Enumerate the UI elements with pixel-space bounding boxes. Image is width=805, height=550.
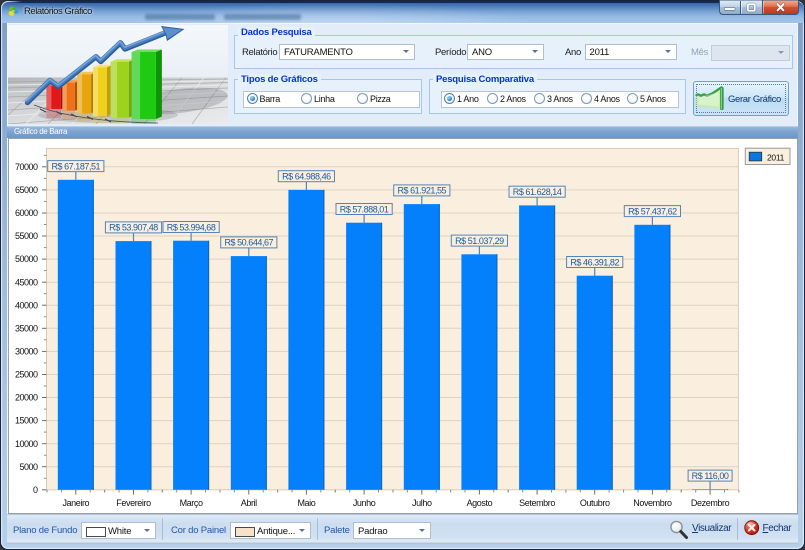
svg-text:0: 0 — [33, 485, 38, 495]
svg-text:Junho: Junho — [353, 498, 376, 508]
svg-text:30000: 30000 — [15, 347, 38, 357]
svg-text:R$ 51.037,29: R$ 51.037,29 — [455, 236, 504, 246]
svg-text:10000: 10000 — [15, 439, 38, 449]
svg-text:60000: 60000 — [15, 208, 38, 218]
svg-text:R$ 57.888,01: R$ 57.888,01 — [340, 204, 389, 214]
svg-text:Fevereiro: Fevereiro — [116, 498, 151, 508]
svg-text:Novembro: Novembro — [633, 498, 672, 508]
svg-text:50000: 50000 — [15, 254, 38, 264]
svg-text:R$ 61.628,14: R$ 61.628,14 — [513, 187, 562, 197]
svg-text:55000: 55000 — [15, 231, 38, 241]
svg-text:R$ 116,00: R$ 116,00 — [692, 471, 729, 481]
svg-text:35000: 35000 — [15, 323, 38, 333]
svg-text:R$ 64.988,46: R$ 64.988,46 — [282, 172, 331, 182]
svg-text:5000: 5000 — [19, 462, 38, 472]
svg-text:25000: 25000 — [15, 370, 38, 380]
svg-text:Agosto: Agosto — [467, 498, 493, 508]
svg-text:Outubro: Outubro — [580, 498, 610, 508]
svg-text:Julho: Julho — [412, 498, 432, 508]
svg-text:Janeiro: Janeiro — [62, 498, 89, 508]
svg-text:Abril: Abril — [241, 498, 257, 508]
svg-text:Maio: Maio — [297, 498, 315, 508]
svg-text:R$ 50.644,67: R$ 50.644,67 — [224, 238, 273, 248]
svg-text:15000: 15000 — [15, 416, 38, 426]
svg-text:20000: 20000 — [15, 393, 38, 403]
svg-text:Setembro: Setembro — [519, 498, 555, 508]
svg-text:R$ 61.921,55: R$ 61.921,55 — [397, 186, 446, 196]
svg-text:Março: Março — [180, 498, 203, 508]
svg-text:R$ 67.187,51: R$ 67.187,51 — [51, 161, 100, 171]
svg-text:Dezembro: Dezembro — [691, 498, 730, 508]
svg-text:65000: 65000 — [15, 185, 38, 195]
svg-text:45000: 45000 — [15, 277, 38, 287]
svg-text:R$ 46.391,82: R$ 46.391,82 — [570, 257, 619, 267]
svg-text:R$ 53.907,48: R$ 53.907,48 — [109, 223, 158, 233]
svg-text:R$ 53.994,68: R$ 53.994,68 — [167, 222, 216, 232]
svg-text:70000: 70000 — [15, 162, 38, 172]
svg-text:R$ 57.437,62: R$ 57.437,62 — [628, 206, 677, 216]
svg-text:40000: 40000 — [15, 300, 38, 310]
svg-text:2011: 2011 — [767, 152, 785, 162]
